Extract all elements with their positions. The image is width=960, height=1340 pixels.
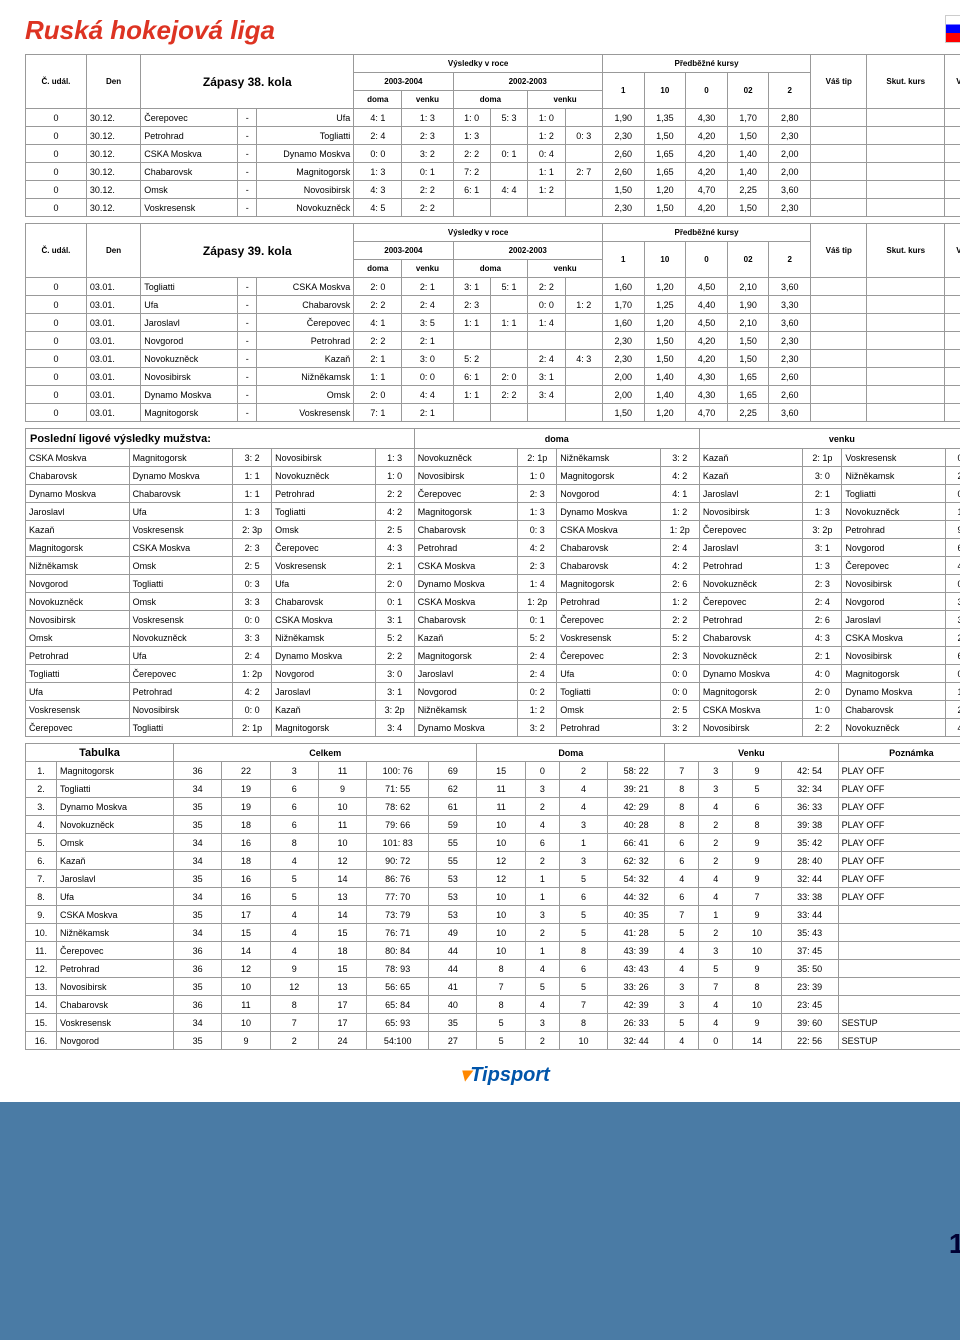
table-row: 030.12.Čerepovec-Ufa4: 11: 31: 05: 31: 0… [26, 109, 960, 127]
tabulka-table: Tabulka Celkem Doma Venku Poznámka 1.Mag… [25, 743, 960, 1050]
table-row: 030.12.Voskresensk-Novokuzněck4: 52: 22,… [26, 199, 960, 217]
table-row: 12.Petrohrad361291578: 934484643: 434593… [26, 960, 960, 978]
table-row: 1.Magnitogorsk3622311100: 7669150258: 22… [26, 762, 960, 780]
table-row: 5.Omsk3416810101: 8355106166: 4162935: 4… [26, 834, 960, 852]
table-row: 9.CSKA Moskva351741473: 7953103540: 3571… [26, 906, 960, 924]
table-row: 003.01.Togliatti-CSKA Moskva2: 02: 13: 1… [26, 278, 960, 296]
table-row: 15.Voskresensk341071765: 933553826: 3354… [26, 1014, 960, 1032]
table-row: 4.Novokuzněck351861179: 6659104340: 2882… [26, 816, 960, 834]
round39-table: Č. udál. Den Zápasy 39. kola Výsledky v … [25, 223, 960, 422]
table-row: NižněkamskOmsk2: 5Voskresensk2: 1CSKA Mo… [26, 557, 960, 575]
table-row: 003.01.Novgorod-Petrohrad2: 22: 12,301,5… [26, 332, 960, 350]
flag-russia [945, 15, 960, 43]
table-row: UfaPetrohrad4: 2Jaroslavl3: 1Novgorod0: … [26, 683, 960, 701]
col-cudal: Č. udál. [26, 55, 87, 109]
col-den: Den [86, 55, 140, 109]
table-row: 003.01.Magnitogorsk-Voskresensk7: 12: 11… [26, 404, 960, 422]
table-row: 003.01.Jaroslavl-Čerepovec4: 13: 51: 11:… [26, 314, 960, 332]
page-number: 19 [949, 1228, 960, 1260]
table-row: 030.12.Petrohrad-Togliatti2: 42: 31: 31:… [26, 127, 960, 145]
col-tip: Váš tip [811, 55, 867, 109]
table-row: 8.Ufa341651377: 7053101644: 3264733: 38P… [26, 888, 960, 906]
table-row: NovokuzněckOmsk3: 3Chabarovsk0: 1CSKA Mo… [26, 593, 960, 611]
table-row: NovgorodTogliatti0: 3Ufa2: 0Dynamo Moskv… [26, 575, 960, 593]
table-row: OmskNovokuzněck3: 3Nižněkamsk5: 2Kazaň5:… [26, 629, 960, 647]
col-vys: Výs. [945, 55, 960, 109]
table-row: 003.01.Novosibirsk-Nižněkamsk1: 10: 06: … [26, 368, 960, 386]
col-odds: Předběžné kursy [602, 55, 810, 73]
page-title: Ruská hokejová liga [25, 15, 275, 46]
table-row: 11.Čerepovec361441880: 8444101843: 39431… [26, 942, 960, 960]
table-row: 14.Chabarovsk361181765: 844084742: 39341… [26, 996, 960, 1014]
round38-table: Č. udál. Den Zápasy 38. kola Výsledky v … [25, 54, 960, 217]
table-row: 030.12.Omsk-Novosibirsk4: 32: 26: 14: 41… [26, 181, 960, 199]
table-row: ČerepovecTogliatti2: 1pMagnitogorsk3: 4D… [26, 719, 960, 737]
table-row: PetrohradUfa2: 4Dynamo Moskva2: 2Magnito… [26, 647, 960, 665]
last-results-table: Poslední ligové výsledky mužstva: doma v… [25, 428, 960, 737]
table-row: 003.01.Novokuzněck-Kazaň2: 13: 05: 22: 4… [26, 350, 960, 368]
table-row: MagnitogorskCSKA Moskva2: 3Čerepovec4: 3… [26, 539, 960, 557]
table-row: 2.Togliatti34196971: 5562113439: 2183532… [26, 780, 960, 798]
table-row: TogliattiČerepovec1: 2pNovgorod3: 0Jaros… [26, 665, 960, 683]
table-row: 6.Kazaň341841290: 7255122362: 3262928: 4… [26, 852, 960, 870]
table-row: 003.01.Ufa-Chabarovsk2: 22: 42: 30: 01: … [26, 296, 960, 314]
table-row: 13.Novosibirsk3510121356: 654175533: 263… [26, 978, 960, 996]
table-row: 003.01.Dynamo Moskva-Omsk2: 04: 41: 12: … [26, 386, 960, 404]
table-row: NovosibirskVoskresensk0: 0CSKA Moskva3: … [26, 611, 960, 629]
table-row: Dynamo MoskvaChabarovsk1: 1Petrohrad2: 2… [26, 485, 960, 503]
table-row: KazaňVoskresensk2: 3pOmsk2: 5Chabarovsk0… [26, 521, 960, 539]
table-row: CSKA MoskvaMagnitogorsk3: 2Novosibirsk1:… [26, 449, 960, 467]
table-row: VoskresenskNovosibirsk0: 0Kazaň3: 2pNižn… [26, 701, 960, 719]
table-row: JaroslavlUfa1: 3Togliatti4: 2Magnitogors… [26, 503, 960, 521]
table-row: 16.Novgorod35922454:10027521032: 4440142… [26, 1032, 960, 1050]
col-skut: Skut. kurs [867, 55, 945, 109]
table-row: 3.Dynamo Moskva351961078: 6261112442: 29… [26, 798, 960, 816]
table-row: ChabarovskDynamo Moskva1: 1Novokuzněck1:… [26, 467, 960, 485]
last-title: Poslední ligové výsledky mužstva: [26, 429, 415, 449]
col-zapasy: Zápasy 38. kola [141, 55, 354, 109]
table-row: 030.12.CSKA Moskva-Dynamo Moskva0: 03: 2… [26, 145, 960, 163]
table-row: 7.Jaroslavl351651486: 7653121554: 324493… [26, 870, 960, 888]
col-results: Výsledky v roce [354, 55, 603, 73]
table-row: 10.Nižněkamsk341541576: 7149102541: 2852… [26, 924, 960, 942]
tipsport-logo: ▾Tipsport [25, 1062, 960, 1087]
table-row: 030.12.Chabarovsk-Magnitogorsk1: 30: 17:… [26, 163, 960, 181]
